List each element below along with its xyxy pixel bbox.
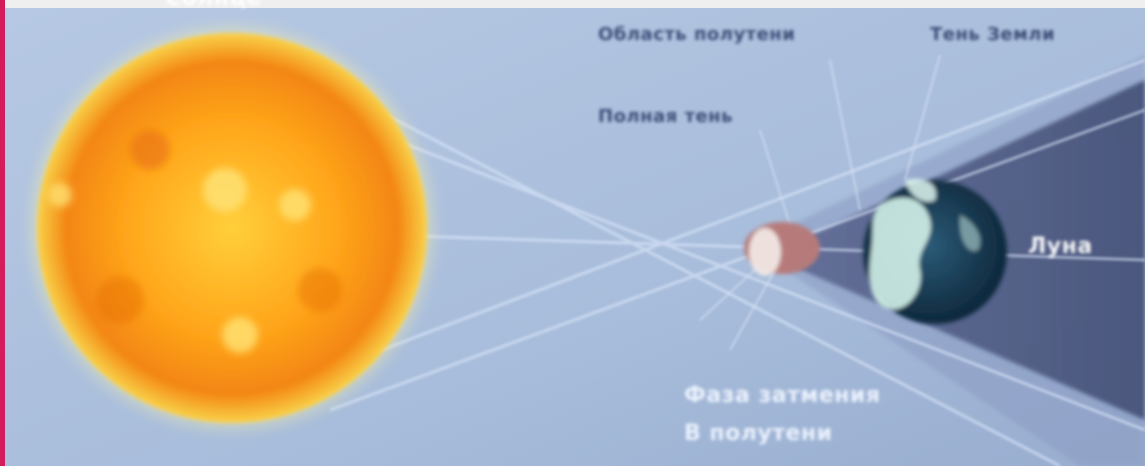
moon-phase-label: Фаза затмения [684,383,881,408]
moon-label: Луна [1028,234,1093,259]
umbra-label: Полная тень [598,106,733,127]
sun-label: Солнце [165,0,262,11]
partial-label: В полутени [684,421,833,446]
moon [744,222,820,276]
left-accent-border [0,0,5,466]
earth [863,178,1007,324]
pointer-lines [699,54,941,351]
sun [37,33,427,423]
penumbra-label: Область полутени [598,24,796,45]
sun-spots [48,130,342,353]
shadow-label: Тень Земли [930,24,1056,45]
top-strip [0,0,1145,8]
